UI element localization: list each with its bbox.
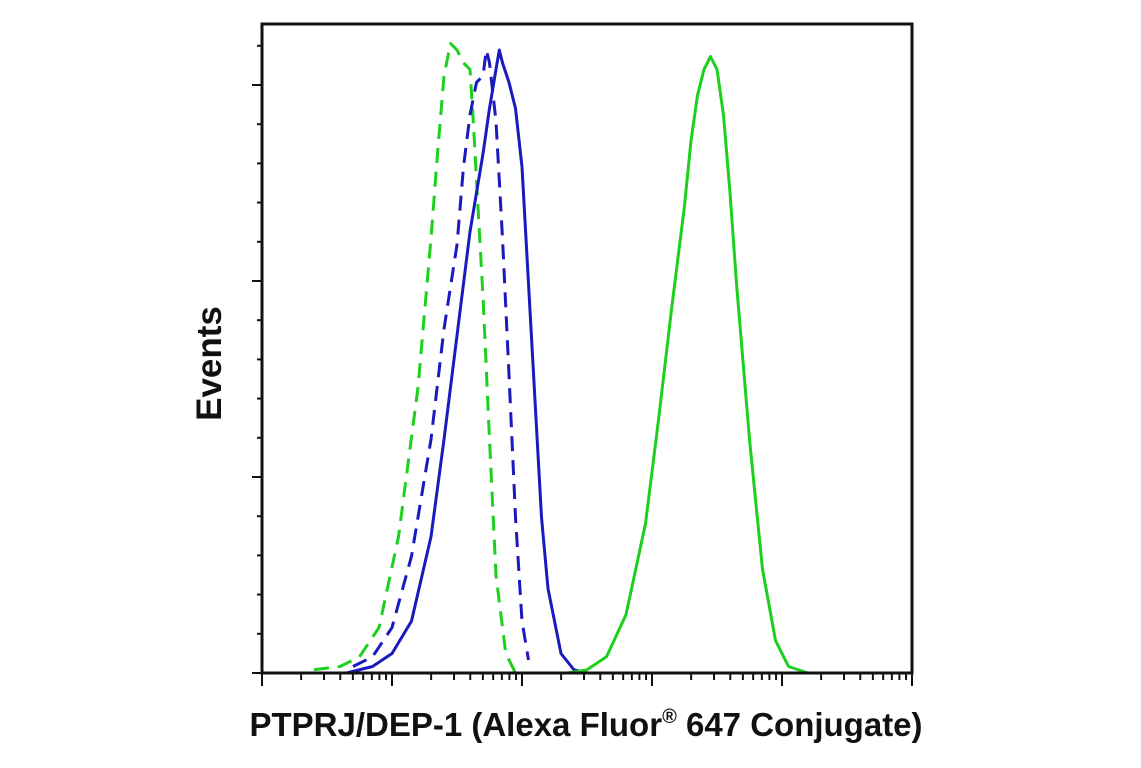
histogram-series-3 — [346, 48, 588, 675]
tick-layer — [252, 44, 913, 686]
x-axis-title: PTPRJ/DEP-1 (Alexa Fluor® 647 Conjugate) — [249, 706, 922, 743]
x-axis-title-suffix: 647 Conjugate) — [677, 706, 923, 743]
histogram-series-2 — [352, 48, 530, 668]
histogram-series-4 — [567, 55, 847, 675]
series-layer — [313, 42, 847, 675]
plot-frame — [260, 22, 914, 675]
x-axis-title-registered-mark: ® — [662, 706, 677, 728]
x-axis-title-main: PTPRJ/DEP-1 (Alexa Fluor — [249, 706, 662, 743]
histogram-series-1 — [313, 42, 517, 674]
y-axis-title: Events — [190, 306, 229, 421]
